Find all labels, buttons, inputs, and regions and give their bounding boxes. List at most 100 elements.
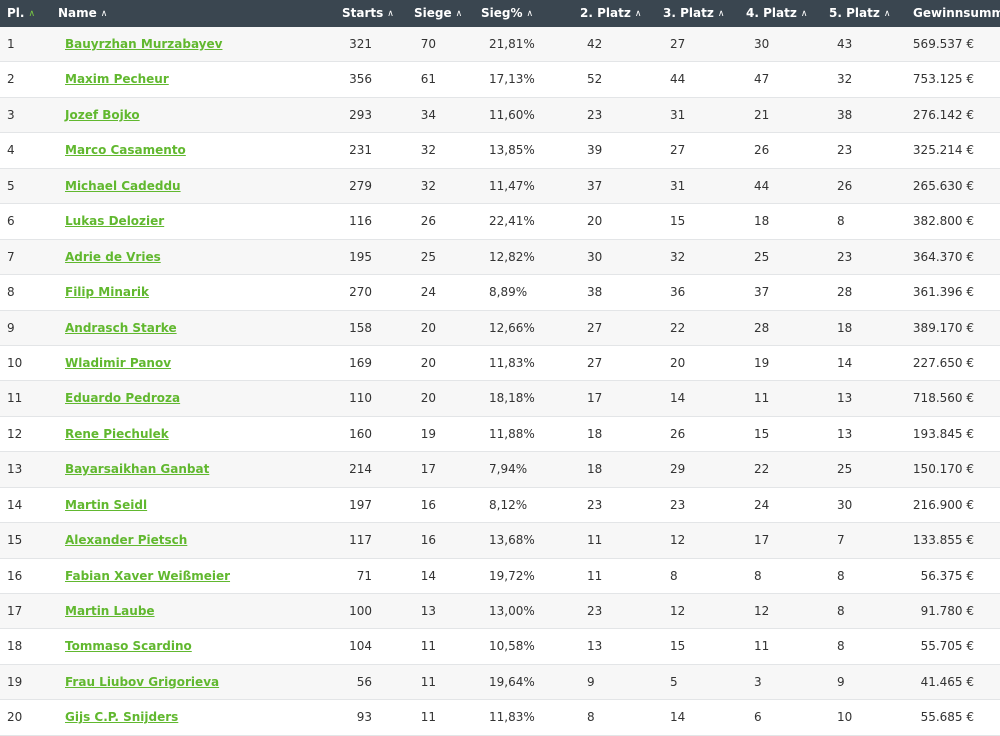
jockey-name-link[interactable]: Maxim Pecheur	[65, 72, 169, 87]
jockey-name-link[interactable]: Adrie de Vries	[65, 249, 161, 264]
cell-starts: 56	[356, 674, 372, 689]
cell-platz3: 15	[670, 639, 686, 654]
cell-platz3: 12	[670, 533, 686, 548]
jockey-name-link[interactable]: Frau Liubov Grigorieva	[65, 674, 220, 689]
cell-platz2: 11	[587, 568, 603, 583]
jockey-name-link[interactable]: Lukas Delozier	[65, 214, 165, 229]
cell-platz2: 9	[587, 674, 595, 689]
jockey-name-link[interactable]: Martin Seidl	[65, 497, 148, 512]
cell-starts: 214	[349, 462, 372, 477]
header-platz5[interactable]: 5. Platz ∧	[829, 0, 890, 27]
cell-platz5: 25	[837, 462, 853, 477]
cell-gewinnsumme: 325.214 €	[912, 143, 974, 158]
cell-name: Bauyrzhan Murzabayev	[65, 27, 222, 62]
cell-siege: 32	[420, 143, 436, 158]
header-starts-label: Starts	[342, 6, 384, 20]
cell-name: Rene Piechulek	[65, 417, 169, 452]
cell-siegpct: 12,82%	[489, 249, 535, 264]
cell-starts: 169	[349, 355, 372, 370]
cell-siege: 13	[420, 604, 436, 618]
cell-platz4: 21	[754, 107, 770, 122]
jockey-name-link[interactable]: Michael Cadeddu	[65, 178, 181, 193]
cell-platz4: 44	[754, 178, 770, 193]
cell-platz4: 3	[754, 674, 762, 689]
cell-starts: 195	[349, 249, 372, 264]
jockey-name-link[interactable]: Rene Piechulek	[65, 426, 169, 441]
header-pl[interactable]: Pl. ∧	[7, 0, 35, 27]
cell-platz5: 8	[837, 214, 845, 229]
cell-platz2: 37	[587, 178, 603, 193]
cell-platz4: 18	[754, 214, 770, 229]
header-platz2[interactable]: 2. Platz ∧	[580, 0, 641, 27]
jockey-name-link[interactable]: Tommaso Scardino	[65, 639, 192, 654]
jockey-name-link[interactable]: Gijs C.P. Snijders	[65, 710, 179, 725]
cell-siege: 24	[420, 285, 436, 300]
cell-name: Martin Laube	[65, 594, 155, 629]
chevron-up-icon: ∧	[717, 9, 725, 19]
header-siegpct[interactable]: Sieg% ∧	[481, 0, 533, 27]
header-starts[interactable]: Starts ∧	[342, 0, 394, 27]
cell-platz5: 32	[837, 72, 853, 87]
chevron-up-icon: ∧	[634, 9, 642, 19]
header-platz4[interactable]: 4. Platz ∧	[746, 0, 807, 27]
cell-siegpct: 22,41%	[489, 214, 535, 229]
chevron-up-icon: ∧	[387, 9, 394, 19]
cell-platz4: 26	[754, 143, 770, 158]
cell-siegpct: 11,88%	[489, 426, 535, 441]
cell-siegpct: 19,72%	[489, 568, 535, 583]
cell-platz3: 36	[670, 285, 686, 300]
header-gewinn[interactable]: Gewinnsumme	[913, 0, 1000, 27]
cell-siege: 11	[420, 710, 436, 725]
cell-name: Martin Seidl	[65, 488, 147, 523]
cell-platz3: 14	[670, 391, 686, 406]
table-row: 16 Fabian Xaver Weißmeier 71 14 19,72% 11 8 8 8 5…	[0, 558, 1000, 594]
table-row: 5 Michael Cadeddu 279 32 11,47% 37 31 44 26 265.6…	[0, 168, 1000, 205]
jockey-name-link[interactable]: Bauyrzhan Murzabayev	[65, 37, 223, 51]
cell-platz3: 5	[670, 674, 678, 689]
cell-pl: 15	[7, 533, 23, 548]
cell-platz3: 31	[670, 107, 686, 122]
cell-platz3: 27	[670, 37, 686, 51]
cell-siegpct: 11,83%	[489, 355, 535, 370]
cell-starts: 117	[349, 533, 372, 548]
jockey-name-link[interactable]: Bayarsaikhan Ganbat	[65, 462, 210, 477]
table-row: 9 Andrasch Starke 158 20 12,66% 27 22 28 18 389.1…	[0, 310, 1000, 346]
table-row: 20 Gijs C.P. Snijders 93 11 11,83% 8 14 6 10 55.6…	[0, 700, 1000, 736]
cell-starts: 93	[356, 710, 372, 725]
header-platz4-label: 4. Platz	[746, 6, 797, 20]
cell-platz2: 8	[587, 710, 595, 725]
cell-pl: 5	[7, 178, 15, 193]
cell-gewinnsumme: 55.685 €	[920, 710, 974, 725]
jockey-name-link[interactable]: Wladimir Panov	[65, 355, 172, 370]
cell-platz4: 24	[754, 497, 770, 512]
cell-gewinnsumme: 364.370 €	[912, 249, 974, 264]
header-gewinn-label: Gewinnsumme	[913, 6, 1000, 20]
header-name[interactable]: Name ∧	[58, 0, 107, 27]
cell-siegpct: 7,94%	[489, 462, 528, 477]
cell-pl: 10	[7, 355, 23, 370]
table-row: 17 Martin Laube 100 13 13,00% 23 12 12 8 91.780 €	[0, 594, 1000, 630]
jockey-name-link[interactable]: Andrasch Starke	[65, 320, 177, 335]
jockey-name-link[interactable]: Marco Casamento	[65, 143, 186, 158]
jockey-name-link[interactable]: Alexander Pietsch	[65, 533, 188, 548]
cell-pl: 12	[7, 426, 23, 441]
cell-starts: 270	[349, 285, 372, 300]
header-platz3[interactable]: 3. Platz ∧	[663, 0, 724, 27]
cell-pl: 2	[7, 72, 15, 87]
cell-siege: 25	[420, 249, 436, 264]
jockey-name-link[interactable]: Filip Minarik	[65, 285, 150, 300]
cell-gewinnsumme: 753.125 €	[912, 72, 974, 87]
cell-gewinnsumme: 55.705 €	[920, 639, 974, 654]
cell-platz4: 19	[754, 355, 770, 370]
cell-platz3: 20	[670, 355, 686, 370]
header-siege[interactable]: Siege ∧	[414, 0, 462, 27]
cell-name: Frau Liubov Grigorieva	[65, 665, 219, 700]
jockey-name-link[interactable]: Eduardo Pedroza	[65, 391, 181, 406]
jockey-name-link[interactable]: Martin Laube	[65, 604, 155, 618]
cell-gewinnsumme: 569.537 €	[912, 37, 974, 51]
jockey-name-link[interactable]: Fabian Xaver Weißmeier	[65, 568, 231, 583]
cell-gewinnsumme: 91.780 €	[920, 604, 974, 618]
jockey-name-link[interactable]: Jozef Bojko	[65, 107, 140, 122]
cell-name: Alexander Pietsch	[65, 523, 187, 558]
cell-pl: 7	[7, 249, 15, 264]
